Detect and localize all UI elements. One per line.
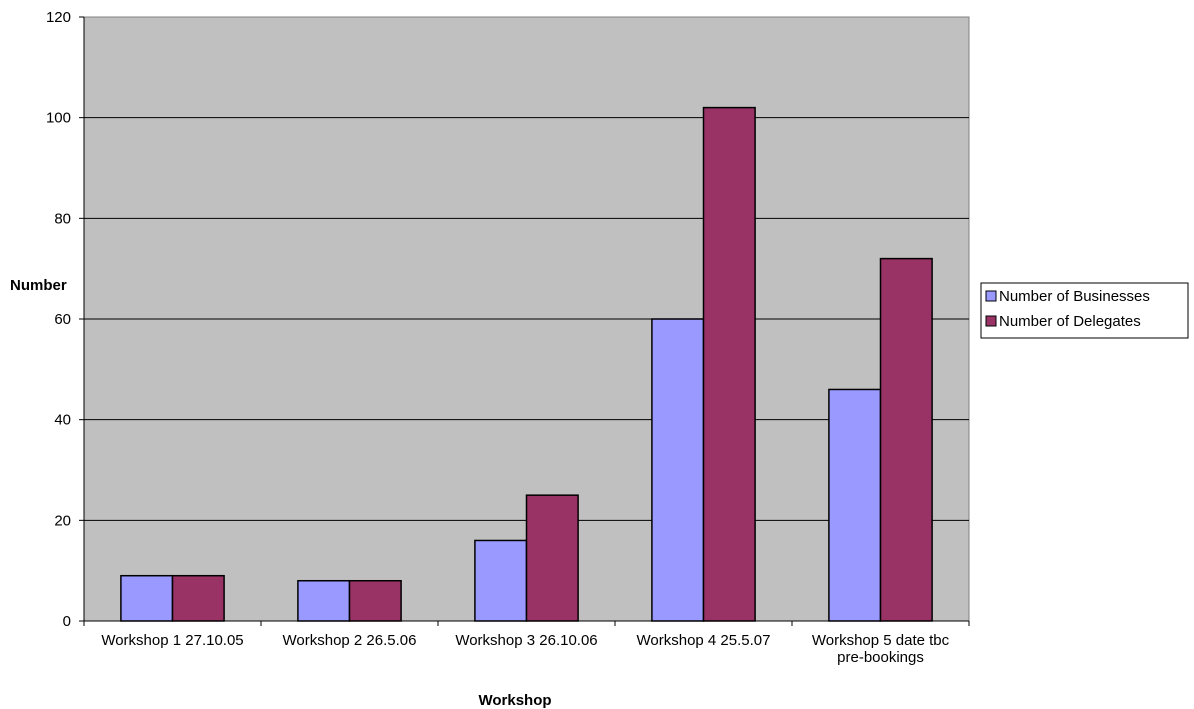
legend-swatch <box>985 315 997 327</box>
axes <box>79 16 970 626</box>
x-tick-label: Workshop 2 26.5.06 <box>283 632 417 649</box>
x-axis-title: Workshop <box>478 692 551 709</box>
bar <box>525 494 579 622</box>
grid-lines <box>84 117 969 521</box>
bar <box>702 106 756 622</box>
legend-swatch <box>985 290 997 302</box>
y-tick-label: 40 <box>54 412 71 429</box>
bar <box>879 257 933 622</box>
x-tick-labels: Workshop 1 27.10.05 Workshop 2 26.5.06 Wor… <box>101 632 949 666</box>
legend-box <box>980 282 1189 339</box>
y-tick-label: 60 <box>54 311 71 328</box>
x-tick-label: pre-bookings <box>837 649 924 666</box>
y-tick-label: 120 <box>46 9 71 26</box>
bar <box>474 539 528 622</box>
bar <box>120 574 174 622</box>
bar <box>297 579 351 622</box>
y-tick-label: 100 <box>46 110 71 127</box>
y-axis-title: Number <box>10 277 67 294</box>
legend: Number of Businesses Number of Delegates <box>980 282 1189 339</box>
x-tick-label: Workshop 1 27.10.05 <box>101 632 243 649</box>
bar <box>171 574 225 622</box>
x-tick-label: Workshop 3 26.10.06 <box>455 632 597 649</box>
legend-label: Number of Businesses <box>999 288 1150 305</box>
bar <box>651 318 705 622</box>
legend-label: Number of Delegates <box>999 313 1141 330</box>
x-tick-label: Workshop 5 date tbc <box>812 632 950 649</box>
y-tick-label: 0 <box>63 613 71 630</box>
bar <box>828 388 882 622</box>
bar <box>348 579 402 622</box>
x-tick-label: Workshop 4 25.5.07 <box>637 632 771 649</box>
y-tick-label: 80 <box>54 210 71 227</box>
y-tick-labels: 0 20 40 60 80 100 120 <box>46 9 71 630</box>
y-tick-label: 20 <box>54 512 71 529</box>
bars <box>120 106 933 622</box>
